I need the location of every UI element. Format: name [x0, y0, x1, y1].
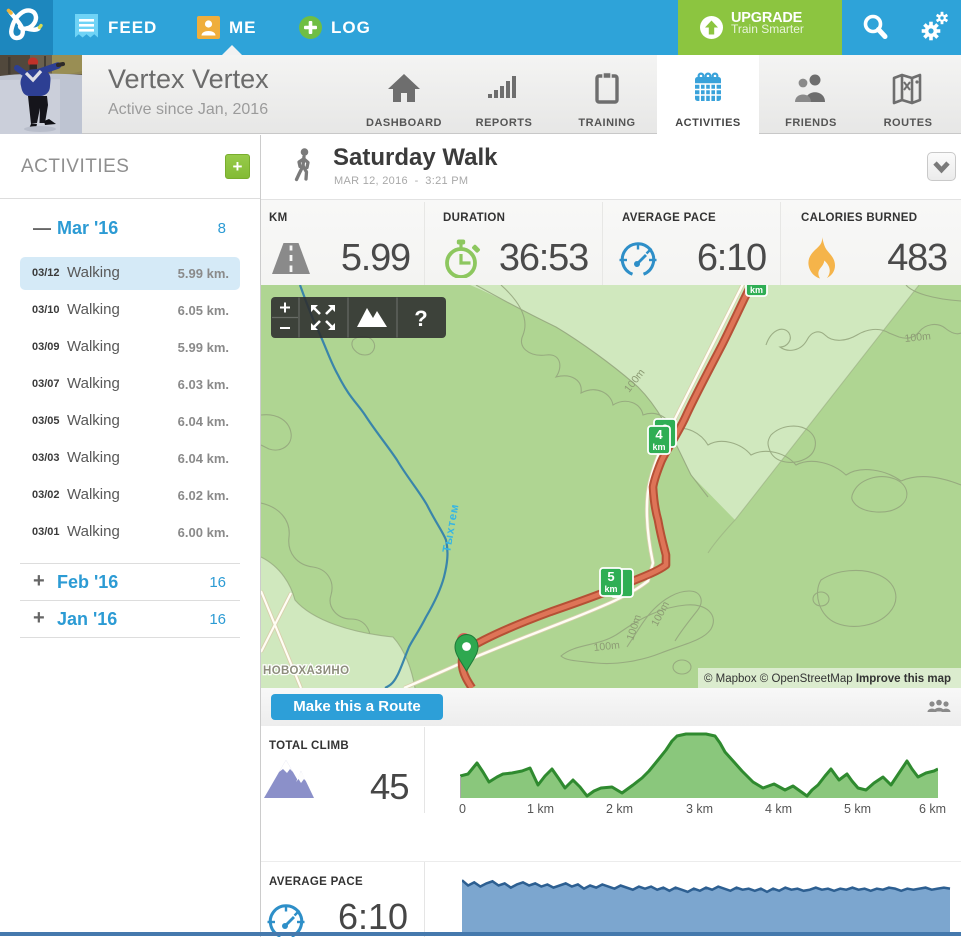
svg-text:100m: 100m: [593, 639, 621, 654]
svg-text:?: ?: [414, 306, 427, 331]
svg-text:НОВОХАЗИНО: НОВОХАЗИНО: [263, 665, 349, 677]
svg-text:© Mapbox © OpenStreetMap Impro: © Mapbox © OpenStreetMap Improve this ma…: [704, 673, 951, 685]
svg-text:100m: 100m: [904, 330, 932, 345]
svg-text:km: km: [750, 285, 763, 295]
svg-text:4: 4: [655, 427, 663, 442]
svg-text:km: km: [604, 584, 617, 594]
svg-text:5: 5: [607, 569, 614, 584]
svg-text:km: km: [652, 442, 665, 452]
